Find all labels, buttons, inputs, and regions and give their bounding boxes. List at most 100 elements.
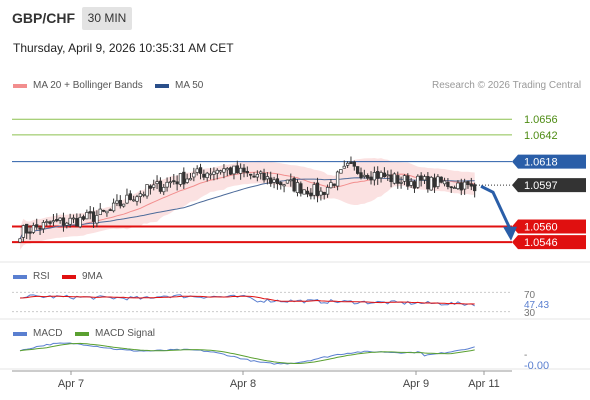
candle-body (55, 219, 59, 222)
candle-body (235, 165, 239, 174)
candle-body (21, 225, 25, 238)
candle-body (269, 177, 273, 184)
candle-body (51, 220, 56, 223)
candle-body (265, 176, 270, 180)
candle-body (132, 199, 136, 202)
macd-line (19, 342, 475, 365)
candle-body (95, 215, 99, 224)
candle-body (205, 172, 209, 178)
candle-body (58, 217, 62, 221)
forecast-arrow-head (503, 226, 517, 241)
candle-body (412, 181, 417, 189)
candle-body (309, 192, 313, 197)
candle-body (352, 161, 356, 167)
rsi-legend-swatch (13, 275, 27, 279)
rsi-legend-label: RSI (33, 271, 50, 282)
candle-body (372, 172, 377, 181)
candle-body (105, 210, 109, 214)
candle-body (389, 174, 393, 183)
candle-body (202, 173, 206, 178)
candle-body (459, 182, 463, 191)
candle-body (315, 182, 320, 197)
time-tick-label: Apr 8 (230, 378, 256, 390)
candle-body (376, 171, 380, 179)
current-price-tag (512, 178, 586, 193)
level-label-1.0642: 1.0642 (524, 130, 558, 142)
candle-body (292, 177, 296, 192)
candle-body (138, 193, 143, 197)
macd-legend-swatch (13, 332, 27, 336)
candle-body (71, 217, 76, 220)
candle-body (436, 176, 440, 187)
candle-body (295, 182, 300, 193)
candle-body (68, 217, 72, 225)
ma20-legend-swatch (13, 84, 27, 88)
candle-body (329, 182, 333, 189)
candle-body (345, 162, 350, 166)
candle-body (275, 178, 280, 185)
candle-body (255, 174, 260, 178)
candle-body (18, 238, 22, 243)
forecast-arrow-line (480, 184, 512, 230)
candle-body (362, 174, 366, 177)
candle-body (426, 175, 430, 190)
candle-body (332, 183, 336, 186)
candle-body (208, 173, 213, 176)
candle-body (165, 181, 169, 188)
candle-body (118, 199, 122, 207)
rsi-ma-legend-swatch (62, 275, 76, 279)
candle-body (355, 166, 360, 174)
candle-body (172, 180, 176, 183)
candle-body (252, 175, 256, 178)
candle-body (422, 176, 427, 181)
macd-panel: --0.00 (19, 342, 549, 372)
candle-body (473, 184, 477, 192)
candle-body (396, 175, 400, 184)
time-axis: Apr 7 Apr 8 Apr 9 Apr 11 (12, 370, 512, 390)
ma50-legend-swatch (155, 84, 169, 88)
symbol-title: GBP/CHF (12, 10, 75, 26)
candle-body (125, 194, 129, 204)
candle-body (416, 175, 420, 188)
datetime-label: Thursday, April 9, 2026 10:35:31 AM CET (13, 41, 234, 55)
candle-body (148, 185, 153, 189)
rsi-tick-30: 30 (524, 308, 536, 319)
candle-body (162, 186, 166, 193)
candle-body (65, 222, 69, 226)
timeframe-button[interactable]: 30 MIN (82, 7, 132, 30)
price-panel: 1.0656 1.0642 1.0618 1.0560 1.0546 1.0597 (0, 114, 590, 370)
macd-signal-legend-label: MACD Signal (95, 328, 156, 339)
candle-body (232, 165, 236, 175)
candle-body (312, 184, 316, 196)
level-label-1.0656: 1.0656 (524, 114, 558, 126)
candle-body (359, 172, 363, 179)
candle-body (75, 218, 79, 227)
candle-body (379, 172, 383, 179)
candle-body (386, 174, 390, 177)
candle-body (399, 182, 403, 184)
candle-body (41, 222, 46, 230)
candle-body (335, 171, 340, 187)
candle-body (238, 167, 243, 174)
candle-body (35, 224, 39, 228)
candle-body (242, 167, 246, 173)
candle-body (285, 179, 290, 184)
candle-body (262, 173, 266, 181)
candle-body (31, 225, 36, 233)
current-price-label: 1.0597 (524, 180, 558, 192)
candle-body (349, 161, 353, 164)
credit-label: Research © 2026 Trading Central (432, 80, 582, 91)
candle-body (61, 217, 66, 226)
candle-body (369, 176, 373, 181)
candle-body (299, 183, 303, 194)
candle-body (302, 189, 306, 195)
candle-body (78, 216, 82, 228)
level-label-1.0618: 1.0618 (524, 157, 558, 169)
candle-body (45, 221, 49, 223)
time-tick-label: Apr 11 (468, 378, 500, 390)
time-tick-label: Apr 7 (58, 378, 84, 390)
candle-body (456, 182, 460, 189)
macd-signal-line (19, 342, 475, 364)
rsi-ma-line (19, 295, 475, 305)
